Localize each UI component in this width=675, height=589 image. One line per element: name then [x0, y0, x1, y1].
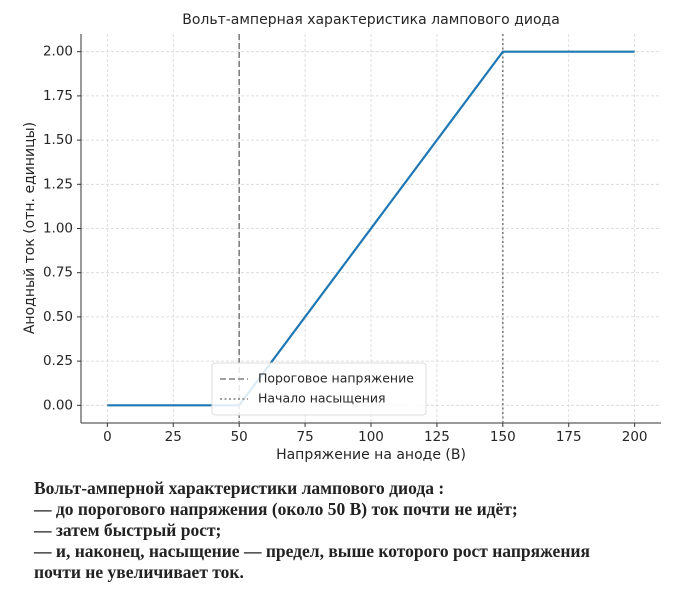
- x-tick-label: 75: [296, 429, 313, 445]
- y-tick-label: 0.25: [43, 353, 73, 369]
- chart: Вольт-амперная характеристика лампового …: [22, 12, 661, 463]
- x-tick-label: 50: [231, 429, 248, 445]
- legend-label: Начало насыщения: [258, 391, 386, 406]
- y-tick-label: 0.75: [43, 265, 73, 281]
- x-tick-label: 175: [556, 429, 582, 445]
- chart-title: Вольт-амперная характеристика лампового …: [182, 12, 560, 28]
- x-tick-label: 150: [490, 429, 516, 445]
- caption-line: — и, наконец, насыщение — предел, выше к…: [34, 541, 590, 561]
- x-tick-label: 200: [622, 429, 648, 445]
- x-axis-label: Напряжение на аноде (В): [276, 447, 466, 463]
- y-tick-label: 1.25: [43, 176, 73, 192]
- caption-line: — затем быстрый рост;: [34, 520, 222, 540]
- legend-label: Пороговое напряжение: [258, 371, 414, 386]
- x-tick-label: 0: [103, 429, 112, 445]
- y-tick-label: 1.75: [43, 88, 73, 104]
- caption: Вольт-амперной характеристики лампового …: [34, 478, 664, 583]
- caption-line: Вольт-амперной характеристики лампового …: [34, 478, 445, 498]
- y-tick-label: 1.50: [43, 132, 73, 148]
- caption-line: почти не увеличивает ток.: [34, 562, 244, 582]
- legend-box: [211, 362, 427, 416]
- x-tick-label: 25: [165, 429, 182, 445]
- y-tick-label: 2.00: [43, 44, 73, 60]
- x-tick-label: 100: [358, 429, 384, 445]
- x-tick-label: 125: [424, 429, 450, 445]
- legend: Пороговое напряжение Начало насыщения: [211, 362, 427, 416]
- caption-line: — до порогового напряжения (около 50 В) …: [34, 499, 518, 519]
- y-tick-label: 0.00: [43, 397, 73, 413]
- y-axis-label: Анодный ток (отн. единицы): [22, 122, 38, 334]
- y-tick-label: 0.50: [43, 309, 73, 325]
- data-line: [107, 50, 635, 407]
- y-tick-label: 1.00: [43, 221, 73, 237]
